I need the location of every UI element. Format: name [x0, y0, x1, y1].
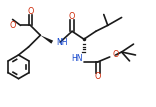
Polygon shape: [40, 35, 53, 44]
Text: NH: NH: [56, 38, 68, 47]
Text: O: O: [113, 51, 119, 59]
Text: HN: HN: [71, 54, 83, 63]
Text: O: O: [95, 72, 101, 81]
Text: O: O: [28, 7, 34, 16]
Text: O: O: [69, 12, 75, 21]
Text: O: O: [9, 21, 16, 30]
